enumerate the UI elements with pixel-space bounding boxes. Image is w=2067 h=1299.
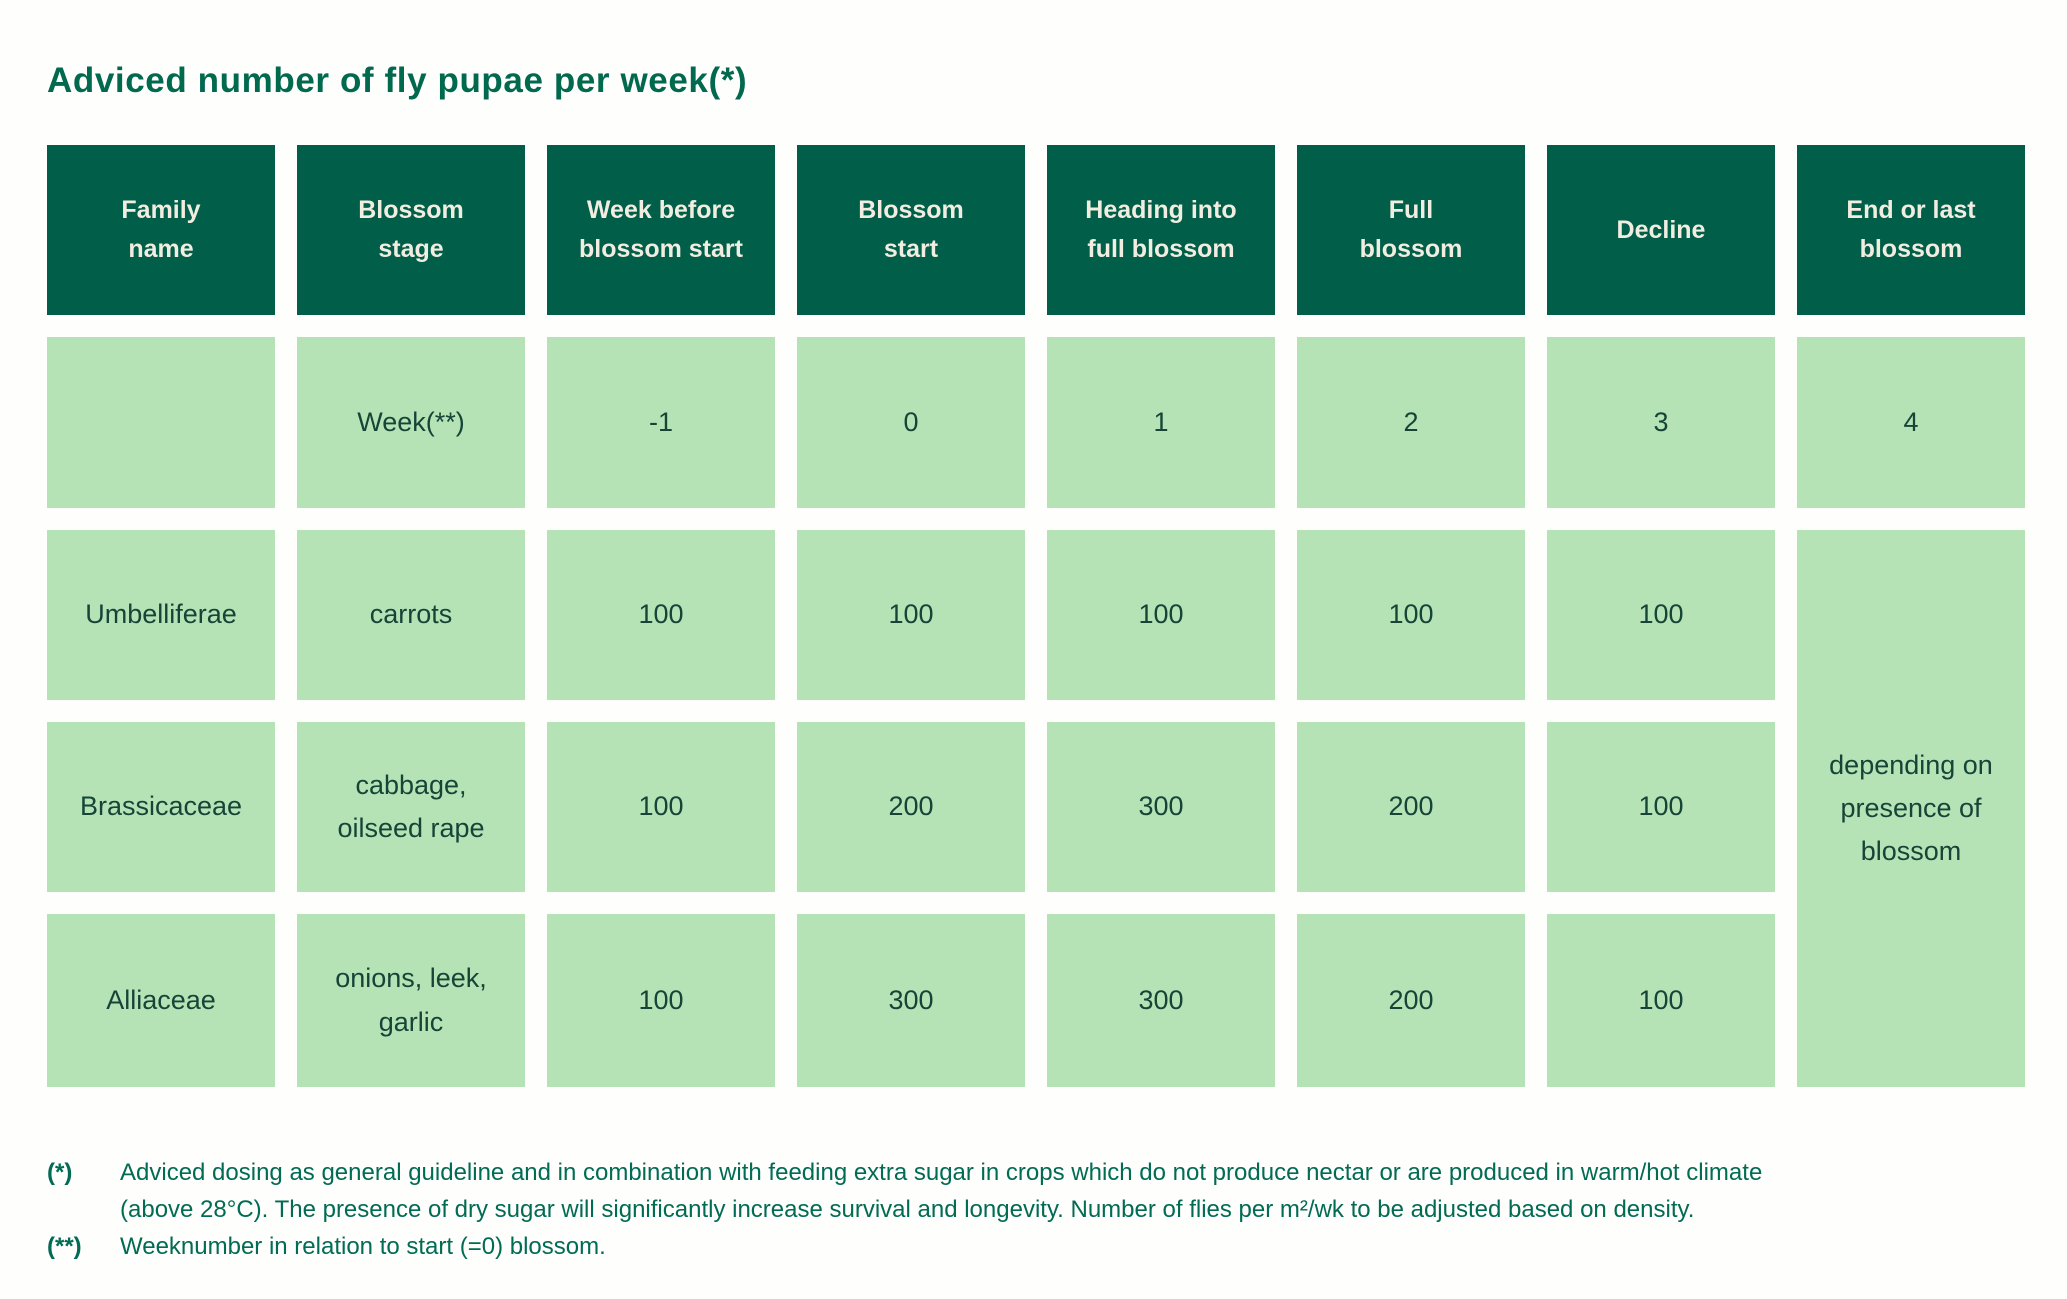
week-row-empty-cell [47,337,275,508]
value-cell: 100 [547,914,775,1087]
header-cell-end-or-last: End or last blossom [1797,145,2025,315]
value-cell: 200 [1297,722,1525,892]
value-cell: 100 [547,530,775,700]
fly-pupae-dosing-table: Family name Blossom stage Week before bl… [47,145,2025,1087]
merged-note-cell: depending on presence of blossom [1797,530,2025,1087]
footnote-marker-double-asterisk: (**) [47,1232,82,1260]
week-row-value-0: 0 [797,337,1025,508]
value-cell: 300 [1047,914,1275,1087]
week-row-value-minus1: -1 [547,337,775,508]
week-row-value-3: 3 [1547,337,1775,508]
value-cell: 100 [1547,530,1775,700]
value-cell: 300 [1047,722,1275,892]
value-cell: 100 [797,530,1025,700]
value-cell: 200 [1297,914,1525,1087]
footnote-marker-single-asterisk: (*) [47,1159,73,1186]
header-cell-family-name: Family name [47,145,275,315]
value-cell: 100 [1547,914,1775,1087]
footnote-text-dosing-guideline: Adviced dosing as general guideline and … [120,1159,1763,1223]
page-title: Adviced number of fly pupae per week(*) [47,61,748,101]
week-row-label-cell: Week(**) [297,337,525,508]
footnote-text-weeknumber: Weeknumber in relation to start (=0) blo… [120,1232,606,1260]
header-cell-decline: Decline [1547,145,1775,315]
crops-cell-brassicaceae: cabbage, oilseed rape [297,722,525,892]
value-cell: 100 [1547,722,1775,892]
family-cell-alliaceae: Alliaceae [47,914,275,1087]
value-cell: 300 [797,914,1025,1087]
value-cell: 100 [1297,530,1525,700]
value-cell: 100 [1047,530,1275,700]
crops-cell-alliaceae: onions, leek, garlic [297,914,525,1087]
week-row-value-1: 1 [1047,337,1275,508]
week-row-value-2: 2 [1297,337,1525,508]
family-cell-brassicaceae: Brassicaceae [47,722,275,892]
header-cell-week-before-start: Week before blossom start [547,145,775,315]
header-cell-full-blossom: Full blossom [1297,145,1525,315]
header-cell-blossom-stage: Blossom stage [297,145,525,315]
header-cell-heading-into-full: Heading into full blossom [1047,145,1275,315]
crops-cell-umbelliferae: carrots [297,530,525,700]
value-cell: 100 [547,722,775,892]
value-cell: 200 [797,722,1025,892]
footnotes: (*) Adviced dosing as general guideline … [47,1155,2027,1266]
family-cell-umbelliferae: Umbelliferae [47,530,275,700]
week-row-value-4: 4 [1797,337,2025,508]
header-cell-blossom-start: Blossom start [797,145,1025,315]
